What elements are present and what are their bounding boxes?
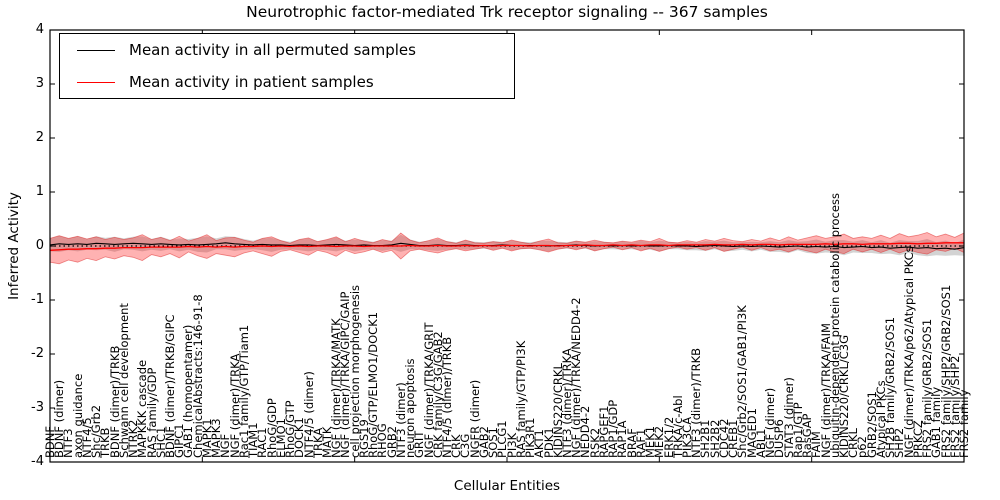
patient-mean-line — [49, 242, 964, 251]
chart-title: Neurotrophic factor-mediated Trk recepto… — [246, 3, 768, 21]
legend-entry-permuted: Mean activity in all permuted samples — [60, 34, 514, 66]
legend-entry-patient: Mean activity in patient samples — [60, 66, 514, 98]
x-category-label: FRS2 family — [957, 389, 971, 458]
legend: Mean activity in all permuted samples Me… — [59, 33, 515, 99]
y-tick-label: 2 — [35, 130, 44, 145]
legend-label-patient: Mean activity in patient samples — [129, 73, 374, 91]
black-line-sample-icon — [77, 49, 115, 51]
y-tick-label: 0 — [35, 238, 44, 253]
y-tick-label: 4 — [35, 22, 44, 37]
y-tick-label: -2 — [31, 346, 44, 361]
x-axis-label: Cellular Entities — [453, 478, 561, 494]
y-tick-label: 3 — [35, 76, 44, 91]
legend-label-permuted: Mean activity in all permuted samples — [129, 41, 416, 59]
y-tick-label: 1 — [35, 184, 44, 199]
y-tick-label: -3 — [31, 400, 44, 415]
y-tick-label: -1 — [31, 292, 44, 307]
patient-band — [49, 232, 965, 265]
red-line-sample-icon — [77, 81, 115, 83]
y-tick-label: -4 — [31, 454, 44, 469]
